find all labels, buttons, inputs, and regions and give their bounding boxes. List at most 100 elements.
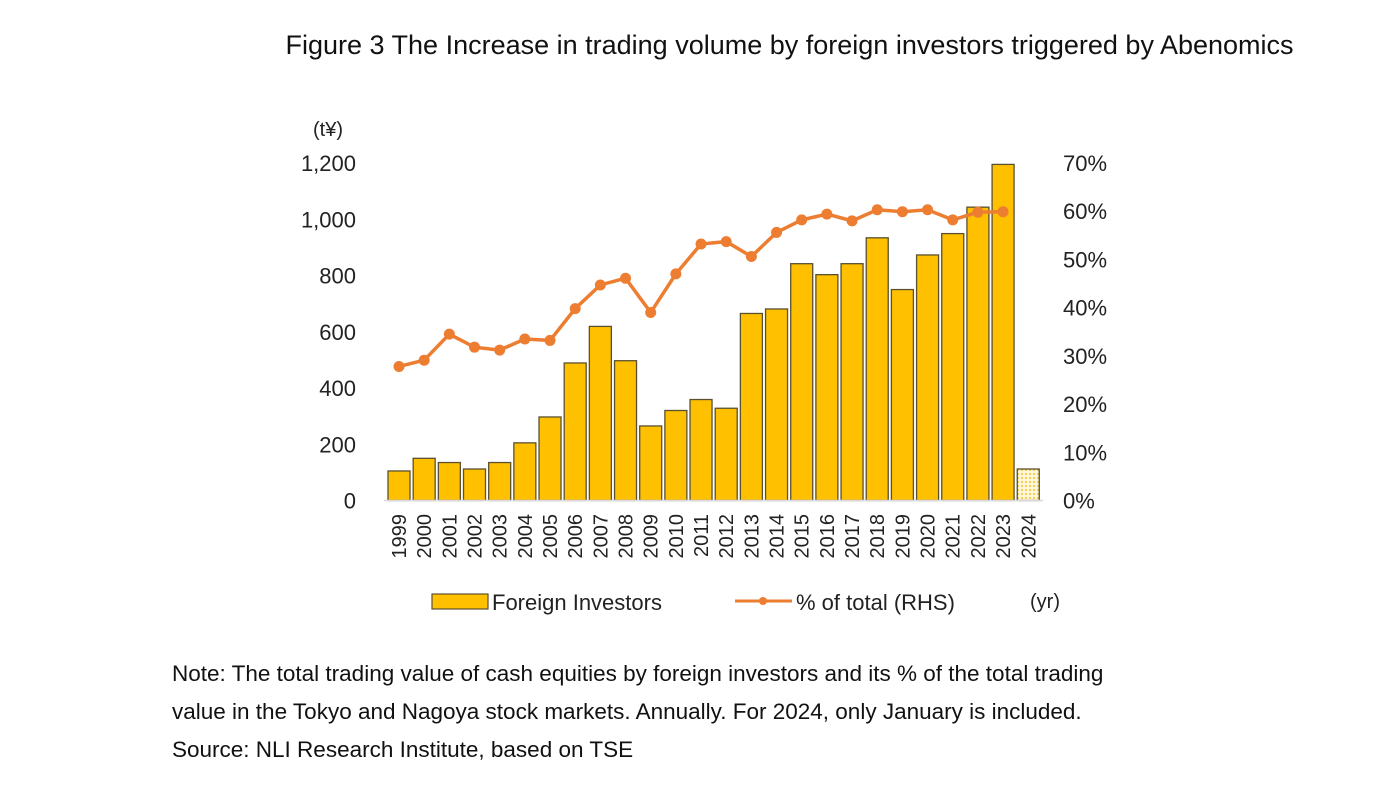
point-2012	[720, 236, 732, 248]
right-tick-label: 0%	[1063, 489, 1095, 514]
point-1999	[393, 360, 405, 372]
legend-swatch-bar	[431, 593, 489, 610]
x-tick-label: 2018	[867, 514, 889, 559]
point-2010	[670, 268, 682, 280]
x-tick-label: 2019	[892, 514, 914, 559]
bar-1999	[387, 470, 411, 502]
left-tick-label: 400	[319, 376, 356, 401]
point-2018	[871, 204, 883, 216]
point-2003	[494, 344, 506, 356]
x-tick-label: 2011	[691, 514, 713, 557]
note-source: Source: NLI Research Institute, based on…	[172, 737, 634, 762]
point-2021	[947, 214, 959, 226]
note-line-1: Note: The total trading value of cash eq…	[172, 661, 1104, 686]
point-2006	[569, 303, 581, 315]
point-2015	[796, 214, 808, 226]
x-axis-unit: (yr)	[1030, 591, 1060, 613]
right-tick-label: 60%	[1063, 199, 1107, 224]
bar-2005	[538, 416, 562, 502]
bar-2006	[563, 362, 587, 502]
bar-2024	[1016, 468, 1040, 502]
left-tick-label: 600	[319, 320, 356, 345]
x-tick-label: 2003	[490, 514, 512, 559]
right-tick-label: 50%	[1063, 247, 1107, 272]
point-2020	[922, 204, 934, 216]
x-tick-label: 2002	[465, 514, 487, 559]
point-2001	[443, 328, 455, 340]
x-tick-label: 2015	[792, 514, 814, 559]
x-tick-label: 2013	[741, 514, 763, 559]
bar-2020	[915, 254, 940, 502]
x-tick-label: 2008	[616, 514, 638, 559]
right-tick-label: 40%	[1063, 296, 1107, 321]
point-2017	[846, 215, 858, 227]
left-tick-label: 1,200	[301, 151, 356, 176]
legend: Foreign Investors % of total (RHS)	[431, 590, 955, 615]
bar-2009	[639, 425, 663, 502]
point-2016	[821, 208, 833, 220]
bar-2022	[966, 206, 990, 502]
point-2004	[519, 333, 531, 345]
point-2014	[771, 226, 783, 238]
x-tick-label: 2022	[968, 514, 990, 559]
bar-2014	[764, 308, 789, 502]
point-2008	[620, 272, 632, 284]
bar-2013	[739, 312, 764, 502]
point-2022	[972, 206, 984, 218]
x-tick-label: 2000	[414, 514, 436, 559]
point-2019	[896, 206, 908, 218]
note: Note: The total trading value of cash eq…	[172, 655, 1103, 769]
bar-2001	[437, 461, 461, 502]
point-2009	[645, 306, 657, 318]
bar-2016	[815, 274, 839, 502]
x-tick-label: 2001	[439, 514, 461, 559]
point-2011	[695, 238, 707, 250]
bar-2002	[462, 468, 487, 502]
bar-2015	[790, 263, 814, 502]
point-2005	[544, 334, 556, 346]
point-2007	[594, 279, 606, 291]
bar-2004	[513, 442, 537, 502]
left-tick-label: 0	[344, 489, 356, 514]
legend-label-line: % of total (RHS)	[796, 590, 955, 615]
x-tick-label: 2004	[515, 514, 537, 559]
bar-2007	[588, 325, 613, 502]
legend-swatch-marker	[759, 597, 767, 605]
x-tick-label: 2016	[817, 514, 839, 559]
bar-2008	[613, 360, 638, 502]
bar-2000	[412, 457, 436, 502]
point-2002	[469, 341, 481, 353]
x-tick-label: 1999	[389, 514, 411, 559]
right-tick-label: 10%	[1063, 440, 1107, 465]
right-tick-label: 20%	[1063, 392, 1107, 417]
right-tick-label: 30%	[1063, 344, 1107, 369]
left-tick-label: 1,000	[301, 207, 356, 232]
x-tick-label: 2020	[918, 514, 940, 559]
bar-2019	[890, 288, 915, 502]
x-tick-label: 2021	[943, 514, 965, 559]
bar-2017	[840, 263, 864, 502]
right-tick-label: 70%	[1063, 151, 1107, 176]
point-2013	[745, 251, 757, 263]
note-line-2: value in the Tokyo and Nagoya stock mark…	[172, 699, 1082, 724]
x-tick-label: 2017	[842, 514, 864, 559]
left-axis-unit: (t¥)	[313, 119, 343, 141]
bar-2021	[941, 232, 965, 502]
x-tick-label: 2006	[565, 514, 587, 559]
bar-2010	[664, 409, 688, 502]
x-tick-label: 2009	[641, 514, 663, 559]
left-tick-label: 800	[319, 264, 356, 289]
chart-title: Figure 3 The Increase in trading volume …	[285, 30, 1294, 60]
x-tick-label: 2005	[540, 514, 562, 559]
point-2023	[997, 206, 1009, 218]
x-tick-label: 2007	[590, 514, 612, 559]
bar-2011	[689, 398, 713, 502]
bar-2012	[714, 407, 738, 502]
point-2000	[418, 354, 430, 366]
x-tick-label: 2023	[993, 514, 1015, 559]
bar-2018	[865, 237, 889, 502]
left-tick-label: 200	[319, 432, 356, 457]
x-tick-label: 2012	[716, 514, 738, 559]
x-tick-label: 2014	[767, 514, 789, 559]
